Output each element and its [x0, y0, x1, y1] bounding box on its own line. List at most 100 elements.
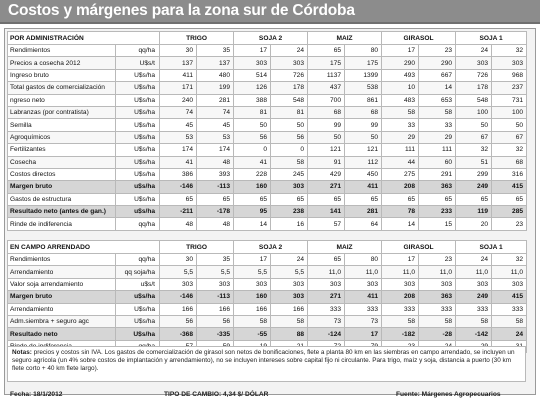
value-cell: 333	[307, 302, 346, 316]
value-cell: 33	[418, 118, 457, 132]
row-unit: U$s/ha	[114, 68, 161, 83]
value-cell: 271	[307, 290, 346, 304]
value-cell: 68	[344, 105, 383, 120]
value-cell: 80	[344, 43, 383, 58]
value-cell: 32	[491, 143, 528, 157]
value-cell: 303	[491, 277, 528, 292]
row-label: Valor soja arrendamiento	[7, 277, 116, 292]
section-header-row: EN CAMPO ARRENDADO TRIGO SOJA 2 MAIZ GIRASOL…	[6, 240, 528, 254]
value-cell: 245	[270, 167, 309, 182]
value-cell: 78	[381, 205, 420, 219]
value-cell: 303	[455, 56, 493, 70]
value-cell: 119	[455, 205, 493, 219]
value-cell: -335	[196, 327, 235, 341]
row-label: Labranzas (por contratista)	[7, 105, 116, 120]
value-cell: 285	[491, 205, 528, 219]
value-cell: 483	[381, 93, 420, 107]
value-cell: 388	[233, 93, 272, 107]
table-row: Gastos de estructura U$s/ha 65 65 65 65 65 65 65…	[7, 192, 528, 207]
row-label: Resultado neto (antes de gan.)	[7, 205, 116, 219]
value-cell: 74	[159, 105, 198, 120]
value-cell: 333	[455, 302, 493, 316]
value-cell: 24	[491, 327, 528, 341]
row-label: Precios a cosecha 2012	[7, 56, 116, 70]
value-cell: 160	[233, 180, 272, 194]
value-cell: 316	[491, 167, 528, 182]
crop-header: MAIZ	[307, 31, 383, 45]
value-cell: 10	[381, 81, 420, 95]
value-cell: -368	[159, 327, 198, 341]
value-cell: 99	[344, 118, 383, 132]
value-cell: 303	[233, 56, 272, 70]
value-cell: 64	[344, 217, 383, 231]
value-cell: 160	[233, 290, 272, 304]
value-cell: 303	[270, 277, 309, 292]
table-row: Resultado neto (antes de gan.) u$s/ha -211…	[7, 205, 528, 219]
value-cell: 175	[344, 56, 383, 70]
value-cell: 861	[344, 93, 383, 107]
table-row: Precios a cosecha 2012 U$s/t 137 137 303 303 1…	[7, 56, 528, 70]
crop-header: TRIGO	[159, 31, 235, 45]
section-label: POR ADMINISTRACIÓN	[6, 31, 161, 45]
row-label: Rendimientos	[7, 43, 116, 58]
value-cell: 48	[196, 217, 235, 231]
table-row: Resultado neto U$s/ha -368 -335 -55 88 -124 17-…	[7, 327, 528, 341]
value-cell: 17	[381, 252, 420, 267]
section-label: EN CAMPO ARRENDADO	[6, 240, 161, 254]
row-unit: u$s/t	[114, 277, 161, 292]
value-cell: 333	[381, 302, 420, 316]
value-cell: 731	[491, 93, 528, 107]
value-cell: 65	[307, 252, 346, 267]
row-label: Arrendamiento	[7, 265, 116, 279]
value-cell: 32	[491, 43, 528, 58]
value-cell: 415	[491, 180, 528, 194]
value-cell: 228	[233, 167, 272, 182]
value-cell: 50	[455, 118, 493, 132]
table-row: Fertilizantes U$s/ha 174 174 0 0 121 121 111 111 3…	[7, 143, 528, 157]
value-cell: 333	[418, 302, 457, 316]
value-cell: 290	[381, 56, 420, 70]
value-cell: 65	[381, 192, 420, 207]
value-cell: -55	[233, 327, 272, 341]
value-cell: 41	[159, 155, 198, 169]
row-unit: U$s/t	[114, 56, 161, 70]
value-cell: 11,0	[344, 265, 383, 279]
value-cell: 166	[159, 302, 198, 316]
row-unit: U$s/ha	[114, 155, 161, 169]
value-cell: 17	[344, 327, 383, 341]
crop-header: SOJA 1	[455, 31, 528, 45]
row-unit: u$s/ha	[114, 290, 161, 304]
row-unit: U$s/ha	[114, 302, 161, 316]
value-cell: 17	[381, 43, 420, 58]
value-cell: 166	[196, 302, 235, 316]
value-cell: 249	[455, 290, 493, 304]
value-cell: 208	[381, 290, 420, 304]
row-unit: U$s/ha	[114, 192, 161, 207]
table-row: Labranzas (por contratista) U$s/ha 74 74 81 8…	[7, 105, 528, 120]
value-cell: 5,5	[196, 265, 235, 279]
value-cell: 65	[270, 192, 309, 207]
value-cell: 56	[196, 314, 235, 329]
value-cell: 14	[381, 217, 420, 231]
row-label: Fertilizantes	[7, 143, 116, 157]
crop-header: SOJA 1	[455, 240, 528, 254]
value-cell: 65	[159, 192, 198, 207]
crop-header: SOJA 2	[233, 240, 309, 254]
table-row: Rinde de indiferencia qq/ha 48 48 14 16 57 64 14…	[7, 217, 528, 231]
row-label: Cosecha	[7, 155, 116, 169]
value-cell: 1137	[307, 68, 346, 83]
row-unit: U$s/ha	[114, 105, 161, 120]
value-cell: 126	[233, 81, 272, 95]
value-cell: 141	[307, 205, 346, 219]
row-label: Rendimientos	[7, 252, 116, 267]
value-cell: -113	[196, 290, 235, 304]
value-cell: 58	[418, 105, 457, 120]
footer-source: Fuente: Márgenes Agropecuarios	[396, 391, 501, 398]
row-label: Gastos de estructura	[7, 192, 116, 207]
value-cell: 271	[307, 180, 346, 194]
value-cell: 65	[455, 192, 493, 207]
value-cell: 32	[491, 252, 528, 267]
row-unit: U$s/ha	[114, 314, 161, 329]
value-cell: 11,0	[307, 265, 346, 279]
value-cell: 112	[344, 155, 383, 169]
